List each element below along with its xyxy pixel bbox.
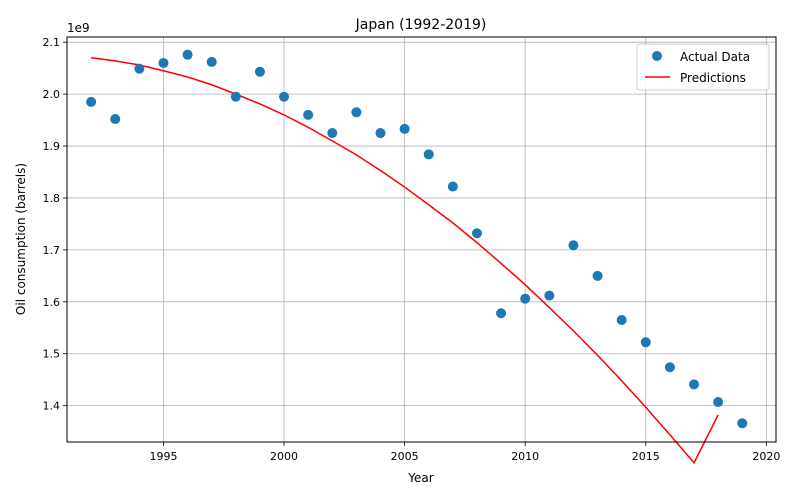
data-point	[520, 293, 531, 304]
legend-prediction-label: Predictions	[680, 71, 746, 85]
y-tick-label: 1.4	[43, 400, 61, 413]
data-point	[279, 91, 290, 102]
y-axis-ticks: 1.4 1.5 1.6 1.7 1.8 1.9 2.0 2.1	[43, 36, 67, 413]
data-point	[182, 49, 193, 60]
data-point	[375, 128, 386, 139]
chart-title: Japan (1992-2019)	[355, 17, 487, 33]
data-point	[689, 379, 700, 390]
data-point	[592, 270, 603, 281]
data-point	[399, 123, 410, 134]
data-point	[254, 66, 265, 77]
data-point	[327, 128, 338, 139]
y-tick-label: 1.6	[43, 296, 61, 309]
plot-frame	[66, 36, 777, 443]
y-axis-offset-label: 1e9	[67, 21, 90, 35]
data-point	[351, 107, 362, 118]
data-point	[471, 228, 482, 239]
y-tick-label: 2.1	[43, 36, 61, 49]
legend: Actual Data Predictions	[636, 43, 770, 91]
data-point	[496, 308, 507, 319]
data-point	[568, 240, 579, 251]
data-point	[110, 114, 121, 125]
legend-actual-marker	[652, 51, 662, 61]
x-tick-label: 1995	[149, 450, 177, 463]
y-tick-label: 1.5	[43, 348, 61, 361]
y-axis-label: Oil consumption (barrels)	[14, 163, 28, 315]
x-tick-label: 2000	[270, 450, 298, 463]
data-point	[544, 290, 555, 301]
scatter-points-layer	[86, 49, 748, 429]
data-point	[423, 149, 434, 160]
data-point	[158, 57, 169, 68]
x-axis-label: Year	[407, 471, 433, 485]
y-tick-label: 1.8	[43, 192, 61, 205]
data-point	[737, 418, 748, 429]
prediction-line	[91, 57, 719, 465]
data-point	[230, 91, 241, 102]
y-tick-label: 1.9	[43, 140, 61, 153]
data-point	[206, 56, 217, 67]
x-axis-ticks: 1995 2000 2005 2010 2015 2020	[149, 442, 780, 463]
y-tick-label: 2.0	[43, 88, 61, 101]
x-tick-label: 2015	[632, 450, 660, 463]
x-tick-label: 2020	[752, 450, 780, 463]
x-tick-label: 2005	[391, 450, 419, 463]
y-tick-label: 1.7	[43, 244, 61, 257]
data-point	[713, 397, 724, 408]
data-point	[616, 314, 627, 325]
grid	[67, 37, 776, 442]
data-point	[664, 362, 675, 373]
legend-box	[636, 43, 770, 91]
data-point	[447, 181, 458, 192]
data-point	[640, 337, 651, 348]
prediction-line-layer	[91, 57, 719, 465]
data-point	[303, 109, 314, 120]
x-tick-label: 2010	[511, 450, 539, 463]
data-point	[134, 63, 145, 74]
legend-actual-label: Actual Data	[680, 50, 750, 64]
data-point	[86, 96, 97, 107]
